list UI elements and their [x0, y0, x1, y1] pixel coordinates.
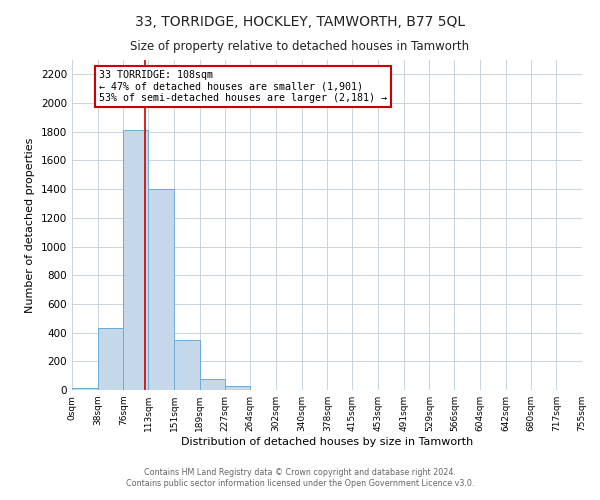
- Bar: [200, 379, 226, 390]
- Bar: [174, 340, 200, 390]
- Text: 33 TORRIDGE: 108sqm
← 47% of detached houses are smaller (1,901)
53% of semi-det: 33 TORRIDGE: 108sqm ← 47% of detached ho…: [99, 70, 387, 103]
- Bar: [72, 388, 98, 390]
- Text: Contains HM Land Registry data © Crown copyright and database right 2024.
Contai: Contains HM Land Registry data © Crown c…: [126, 468, 474, 487]
- Text: 33, TORRIDGE, HOCKLEY, TAMWORTH, B77 5QL: 33, TORRIDGE, HOCKLEY, TAMWORTH, B77 5QL: [135, 15, 465, 29]
- Y-axis label: Number of detached properties: Number of detached properties: [25, 138, 35, 312]
- Text: Size of property relative to detached houses in Tamworth: Size of property relative to detached ho…: [130, 40, 470, 53]
- X-axis label: Distribution of detached houses by size in Tamworth: Distribution of detached houses by size …: [181, 437, 473, 447]
- Bar: [148, 189, 174, 390]
- Bar: [124, 130, 148, 390]
- Bar: [98, 328, 124, 390]
- Bar: [226, 386, 250, 390]
